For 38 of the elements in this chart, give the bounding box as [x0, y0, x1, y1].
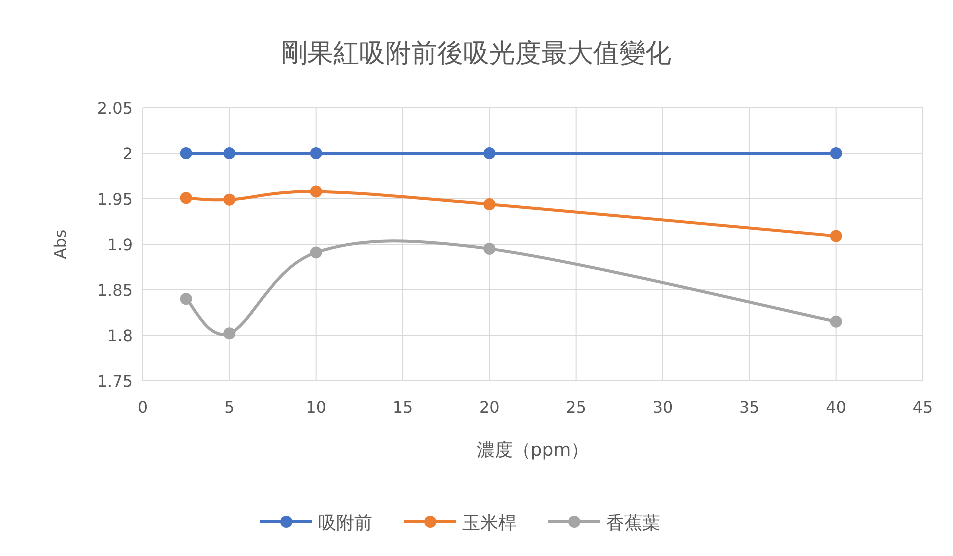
- point: [830, 230, 842, 242]
- chart-title: 剛果紅吸附前後吸光度最大值變化: [282, 39, 672, 69]
- x-tick-label: 0: [138, 398, 148, 417]
- y-tick-label: 1.85: [97, 281, 133, 300]
- point: [224, 148, 236, 160]
- point: [830, 316, 842, 328]
- y-tick-label: 1.75: [97, 372, 133, 391]
- point: [224, 328, 236, 340]
- point: [310, 246, 322, 259]
- point: [830, 148, 842, 160]
- x-axis-title: 濃度（ppm）: [476, 440, 590, 461]
- legend-label: 玉米桿: [462, 513, 516, 534]
- x-tick-label: 30: [652, 398, 674, 417]
- point: [484, 243, 496, 256]
- point: [484, 148, 496, 160]
- y-tick-label: 2.05: [97, 99, 133, 118]
- point: [310, 148, 322, 160]
- x-tick-label: 10: [306, 398, 327, 417]
- legend-label: 吸附前: [318, 513, 372, 534]
- x-tick-label: 45: [912, 398, 934, 417]
- y-axis-title: Abs: [51, 230, 70, 260]
- point: [180, 192, 192, 204]
- y-tick-label: 2: [122, 144, 133, 164]
- x-tick-label: 20: [479, 398, 500, 417]
- legend-label: 香蕉葉: [606, 513, 660, 534]
- x-tick-label: 25: [566, 398, 587, 417]
- point: [224, 194, 236, 206]
- y-tick-label: 1.9: [108, 236, 133, 254]
- point: [180, 148, 192, 160]
- x-tick-label: 40: [826, 398, 847, 417]
- y-tick-label: 1.95: [97, 190, 133, 209]
- y-tick-label: 1.8: [108, 326, 133, 346]
- x-tick-label: 15: [392, 398, 414, 417]
- point: [484, 198, 496, 210]
- point: [180, 293, 192, 306]
- point: [310, 186, 322, 198]
- x-tick-label: 5: [224, 398, 235, 417]
- x-tick-label: 35: [739, 398, 760, 417]
